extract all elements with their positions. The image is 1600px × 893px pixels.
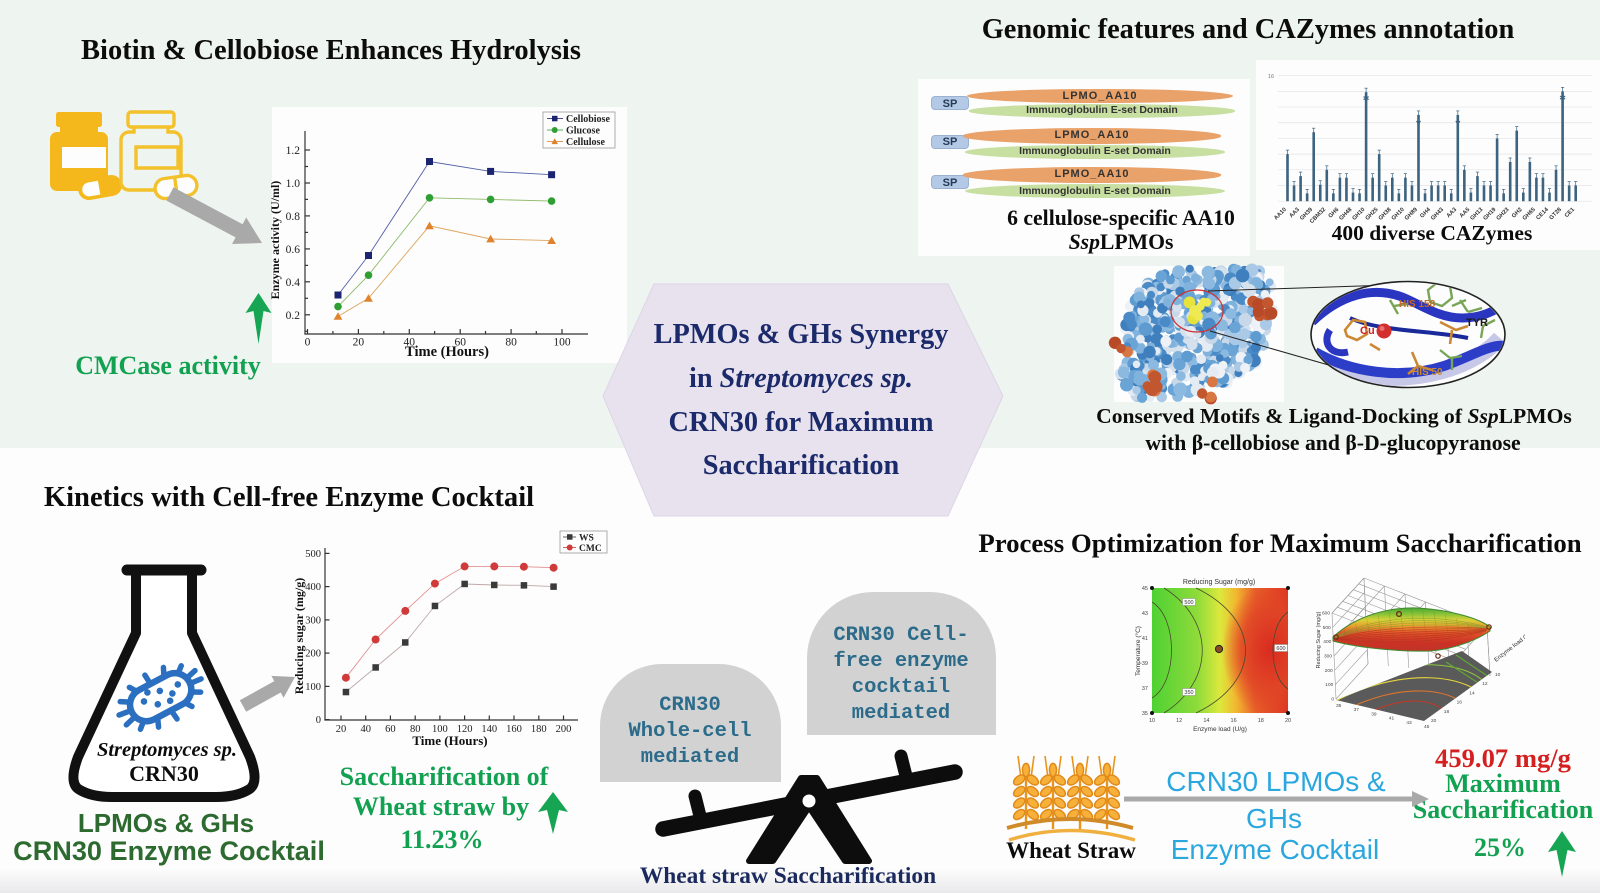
svg-text:Cellulose: Cellulose <box>566 137 605 148</box>
svg-text:AA10: AA10 <box>1273 207 1288 222</box>
svg-text:Glucose: Glucose <box>566 126 600 137</box>
svg-text:100: 100 <box>432 724 448 735</box>
svg-text:Cu: Cu <box>1360 325 1375 337</box>
svg-text:GH65: GH65 <box>1522 206 1537 221</box>
svg-text:500: 500 <box>1184 600 1193 606</box>
svg-text:200: 200 <box>305 649 321 660</box>
svg-text:45: 45 <box>1424 724 1430 730</box>
svg-text:10: 10 <box>1495 672 1501 678</box>
svg-text:180: 180 <box>531 724 547 735</box>
svg-text:41: 41 <box>1142 636 1148 642</box>
svg-text:39: 39 <box>1142 661 1148 667</box>
svg-text:GH10: GH10 <box>1391 207 1406 222</box>
svg-text:Enzyme load (U/g): Enzyme load (U/g) <box>1193 726 1247 733</box>
svg-text:37: 37 <box>1142 686 1148 692</box>
svg-text:Enzyme load (U/g): Enzyme load (U/g) <box>1494 628 1525 663</box>
svg-text:12: 12 <box>1482 681 1488 687</box>
svg-text:80: 80 <box>410 724 421 735</box>
svg-text:100: 100 <box>305 682 321 693</box>
svg-text:80: 80 <box>505 337 517 349</box>
svg-text:14: 14 <box>1469 690 1475 696</box>
svg-text:GH25: GH25 <box>1365 206 1380 221</box>
svg-text:20: 20 <box>1285 718 1291 724</box>
svg-text:20: 20 <box>353 337 365 349</box>
svg-text:Cellobiose: Cellobiose <box>566 114 610 125</box>
svg-text:350: 350 <box>1184 690 1193 696</box>
svg-text:HIS 158: HIS 158 <box>1399 299 1436 310</box>
svg-text:1.2: 1.2 <box>286 145 301 157</box>
svg-text:200: 200 <box>1325 668 1333 674</box>
svg-text:CE1: CE1 <box>1564 206 1577 219</box>
svg-text:41: 41 <box>1389 716 1395 722</box>
svg-text:✱: ✱ <box>1559 93 1566 102</box>
svg-text:CE14: CE14 <box>1535 206 1550 221</box>
svg-text:300: 300 <box>1324 654 1332 660</box>
svg-text:160: 160 <box>506 724 522 735</box>
svg-text:GT28: GT28 <box>1549 206 1564 221</box>
svg-text:1.0: 1.0 <box>286 178 301 190</box>
svg-text:39: 39 <box>1371 711 1377 717</box>
svg-text:WS: WS <box>579 534 594 544</box>
svg-text:10: 10 <box>1149 718 1155 724</box>
svg-text:Reducing sugar (mg/g): Reducing sugar (mg/g) <box>292 578 306 694</box>
svg-text:18: 18 <box>1444 709 1450 715</box>
svg-text:0.6: 0.6 <box>286 244 301 256</box>
svg-text:Enzyme activity (U/ml): Enzyme activity (U/ml) <box>268 181 282 300</box>
svg-text:40: 40 <box>404 337 416 349</box>
svg-text:0: 0 <box>316 715 321 726</box>
svg-text:500: 500 <box>1323 625 1331 631</box>
svg-text:14: 14 <box>1203 718 1209 724</box>
svg-text:16: 16 <box>1231 718 1237 724</box>
svg-text:20: 20 <box>1431 718 1437 724</box>
svg-text:140: 140 <box>481 724 497 735</box>
svg-text:GH23: GH23 <box>1496 206 1511 221</box>
svg-text:GH13: GH13 <box>1469 206 1484 221</box>
svg-text:40: 40 <box>360 724 371 735</box>
svg-text:0.2: 0.2 <box>286 310 301 322</box>
svg-text:100: 100 <box>1325 682 1333 688</box>
svg-text:0: 0 <box>1331 697 1334 703</box>
svg-text:43: 43 <box>1406 720 1412 726</box>
svg-text:120: 120 <box>457 724 473 735</box>
svg-text:60: 60 <box>454 337 466 349</box>
svg-text:Temperature (°C): Temperature (°C) <box>1134 626 1142 676</box>
svg-text:0.8: 0.8 <box>286 211 301 223</box>
svg-text:16: 16 <box>1457 700 1463 706</box>
svg-text:600: 600 <box>1276 646 1285 652</box>
svg-text:GH43: GH43 <box>1430 206 1445 221</box>
svg-text:45: 45 <box>1142 586 1148 592</box>
svg-text:0.4: 0.4 <box>286 277 301 289</box>
svg-text:Time (Hours): Time (Hours) <box>405 344 489 360</box>
svg-text:43: 43 <box>1142 611 1148 617</box>
svg-text:Reducing Sugar (mg/g): Reducing Sugar (mg/g) <box>1183 579 1255 586</box>
svg-text:16: 16 <box>1268 74 1274 80</box>
svg-text:GH48: GH48 <box>1338 206 1353 221</box>
svg-text:Time (Hours): Time (Hours) <box>412 733 487 748</box>
svg-text:✱: ✱ <box>1363 94 1370 103</box>
svg-text:100: 100 <box>553 337 571 349</box>
svg-text:18: 18 <box>1258 718 1264 724</box>
svg-text:35: 35 <box>1336 703 1342 709</box>
svg-text:AA3: AA3 <box>1446 206 1459 219</box>
svg-text:400: 400 <box>1323 639 1331 645</box>
svg-text:0: 0 <box>305 337 311 349</box>
svg-text:35: 35 <box>1142 711 1148 717</box>
svg-text:300: 300 <box>305 615 321 626</box>
svg-text:TYR: TYR <box>1466 317 1488 329</box>
svg-text:12: 12 <box>1176 718 1182 724</box>
svg-text:CMC: CMC <box>579 544 602 554</box>
svg-text:GH10: GH10 <box>1352 207 1367 222</box>
svg-text:20: 20 <box>336 724 347 735</box>
svg-text:GH19: GH19 <box>1483 206 1498 221</box>
svg-text:500: 500 <box>305 549 321 560</box>
svg-text:HIS 50: HIS 50 <box>1412 367 1443 378</box>
svg-text:60: 60 <box>385 724 396 735</box>
svg-text:Reducing Sugar (mg/g): Reducing Sugar (mg/g) <box>1316 611 1322 668</box>
svg-text:400: 400 <box>305 582 321 593</box>
svg-text:600: 600 <box>1322 611 1330 617</box>
svg-text:GH38: GH38 <box>1378 206 1393 221</box>
svg-text:37: 37 <box>1354 707 1360 713</box>
svg-text:200: 200 <box>556 724 572 735</box>
svg-text:GH89: GH89 <box>1404 206 1419 221</box>
